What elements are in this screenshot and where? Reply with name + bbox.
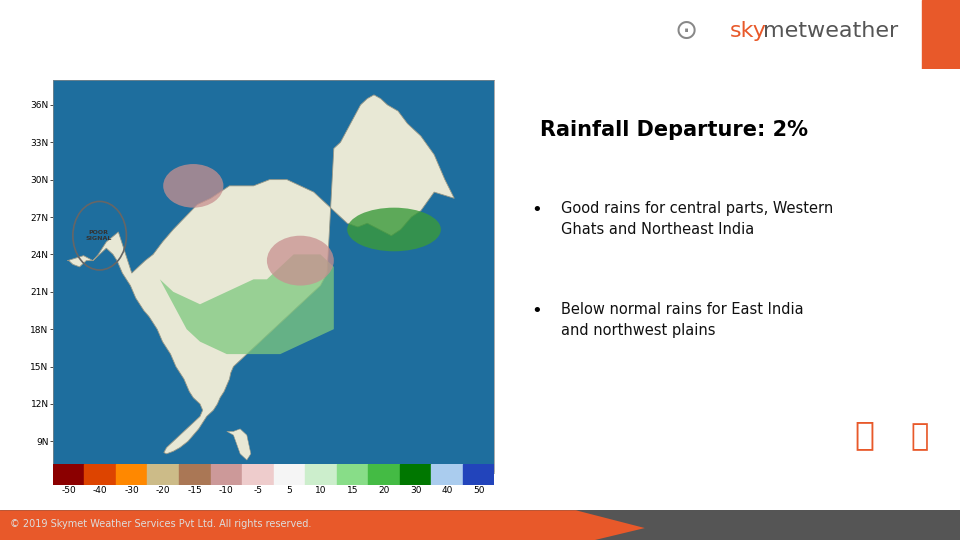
Text: Below normal rains for East India
and northwest plains: Below normal rains for East India and no… [561,302,804,338]
Text: -50: -50 [61,485,76,495]
Text: metweather: metweather [763,21,899,41]
Polygon shape [160,254,334,354]
Text: MONSOON SPATIAL DISTRIBUTION: MONSOON SPATIAL DISTRIBUTION [14,17,414,37]
Text: 50: 50 [473,485,485,495]
Text: -5: -5 [253,485,262,495]
Bar [274,464,305,485]
Text: 5: 5 [286,485,292,495]
Polygon shape [67,95,454,454]
Bar [210,464,242,485]
Text: POOR
SIGNAL: POOR SIGNAL [85,230,111,241]
Text: 30: 30 [410,485,421,495]
Ellipse shape [348,208,441,251]
Text: •: • [531,201,541,219]
Bar [463,464,494,485]
Text: ⊙: ⊙ [675,17,698,45]
Text: © 2019 Skymet Weather Services Pvt Ltd. All rights reserved.: © 2019 Skymet Weather Services Pvt Ltd. … [10,518,311,529]
Ellipse shape [163,164,224,208]
Bar [399,464,431,485]
Text: sky: sky [730,21,766,41]
Bar [84,464,116,485]
Text: -15: -15 [187,485,203,495]
Text: 20: 20 [378,485,390,495]
Text: •: • [531,302,541,320]
Polygon shape [595,510,960,540]
Text: AUGUST: AUGUST [14,47,91,65]
Bar [431,464,463,485]
Polygon shape [0,510,691,540]
Text: 10: 10 [315,485,326,495]
Bar [305,464,337,485]
Text: ⛅: ⛅ [910,422,929,451]
Text: -10: -10 [219,485,233,495]
Text: Rainfall Departure: 2%: Rainfall Departure: 2% [540,120,807,140]
Polygon shape [227,429,251,460]
Text: 40: 40 [442,485,453,495]
Ellipse shape [267,235,334,286]
Bar [369,464,399,485]
Text: 🌾: 🌾 [854,418,875,451]
Bar [179,464,210,485]
Text: -20: -20 [156,485,171,495]
Bar [619,0,922,69]
Text: 15: 15 [347,485,358,495]
Bar [148,464,179,485]
Text: -40: -40 [93,485,108,495]
Bar [116,464,148,485]
Text: Good rains for central parts, Western
Ghats and Northeast India: Good rains for central parts, Western Gh… [561,201,833,237]
Bar [337,464,369,485]
Bar [922,0,960,69]
Bar [53,464,84,485]
Text: -30: -30 [124,485,139,495]
Bar [242,464,274,485]
